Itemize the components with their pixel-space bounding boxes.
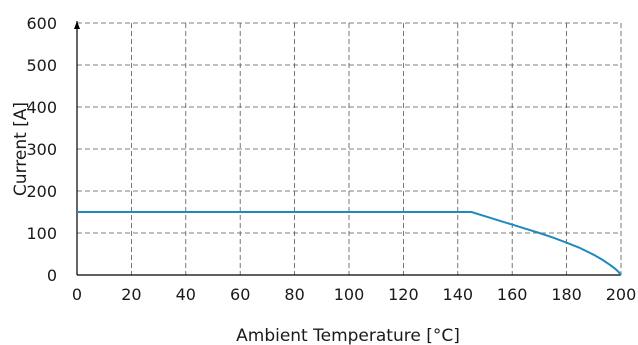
y-tick-label: 300 (26, 140, 57, 159)
y-tick-label: 0 (47, 266, 57, 285)
series-layer (77, 211, 622, 276)
y-tick-label: 400 (26, 98, 57, 117)
x-axis-label: Ambient Temperature [°C] (236, 326, 460, 345)
axes (74, 21, 621, 276)
x-tick-label: 120 (388, 285, 419, 304)
x-tick-label: 180 (551, 285, 582, 304)
y-tick-label: 600 (26, 14, 57, 33)
x-tick-label: 60 (230, 285, 250, 304)
y-tick-label: 500 (26, 56, 57, 75)
x-tick-label: 80 (284, 285, 304, 304)
y-axis-label: Current [A] (11, 102, 31, 196)
y-axis-arrow (74, 21, 80, 29)
x-tick-label: 200 (606, 285, 637, 304)
x-tick-label: 140 (443, 285, 474, 304)
grid (77, 22, 622, 275)
x-tick-label: 100 (334, 285, 365, 304)
y-tick-label: 100 (26, 224, 57, 243)
y-tick-label: 200 (26, 182, 57, 201)
x-tick-label: 160 (497, 285, 528, 304)
current-derating-line (77, 211, 622, 276)
tick-labels: 0 20 40 60 80 100 120 140 160 180 200 0 100 200 300 400… (26, 14, 636, 304)
x-tick-label: 40 (176, 285, 196, 304)
x-tick-label: 20 (121, 285, 141, 304)
x-tick-label: 0 (72, 285, 82, 304)
